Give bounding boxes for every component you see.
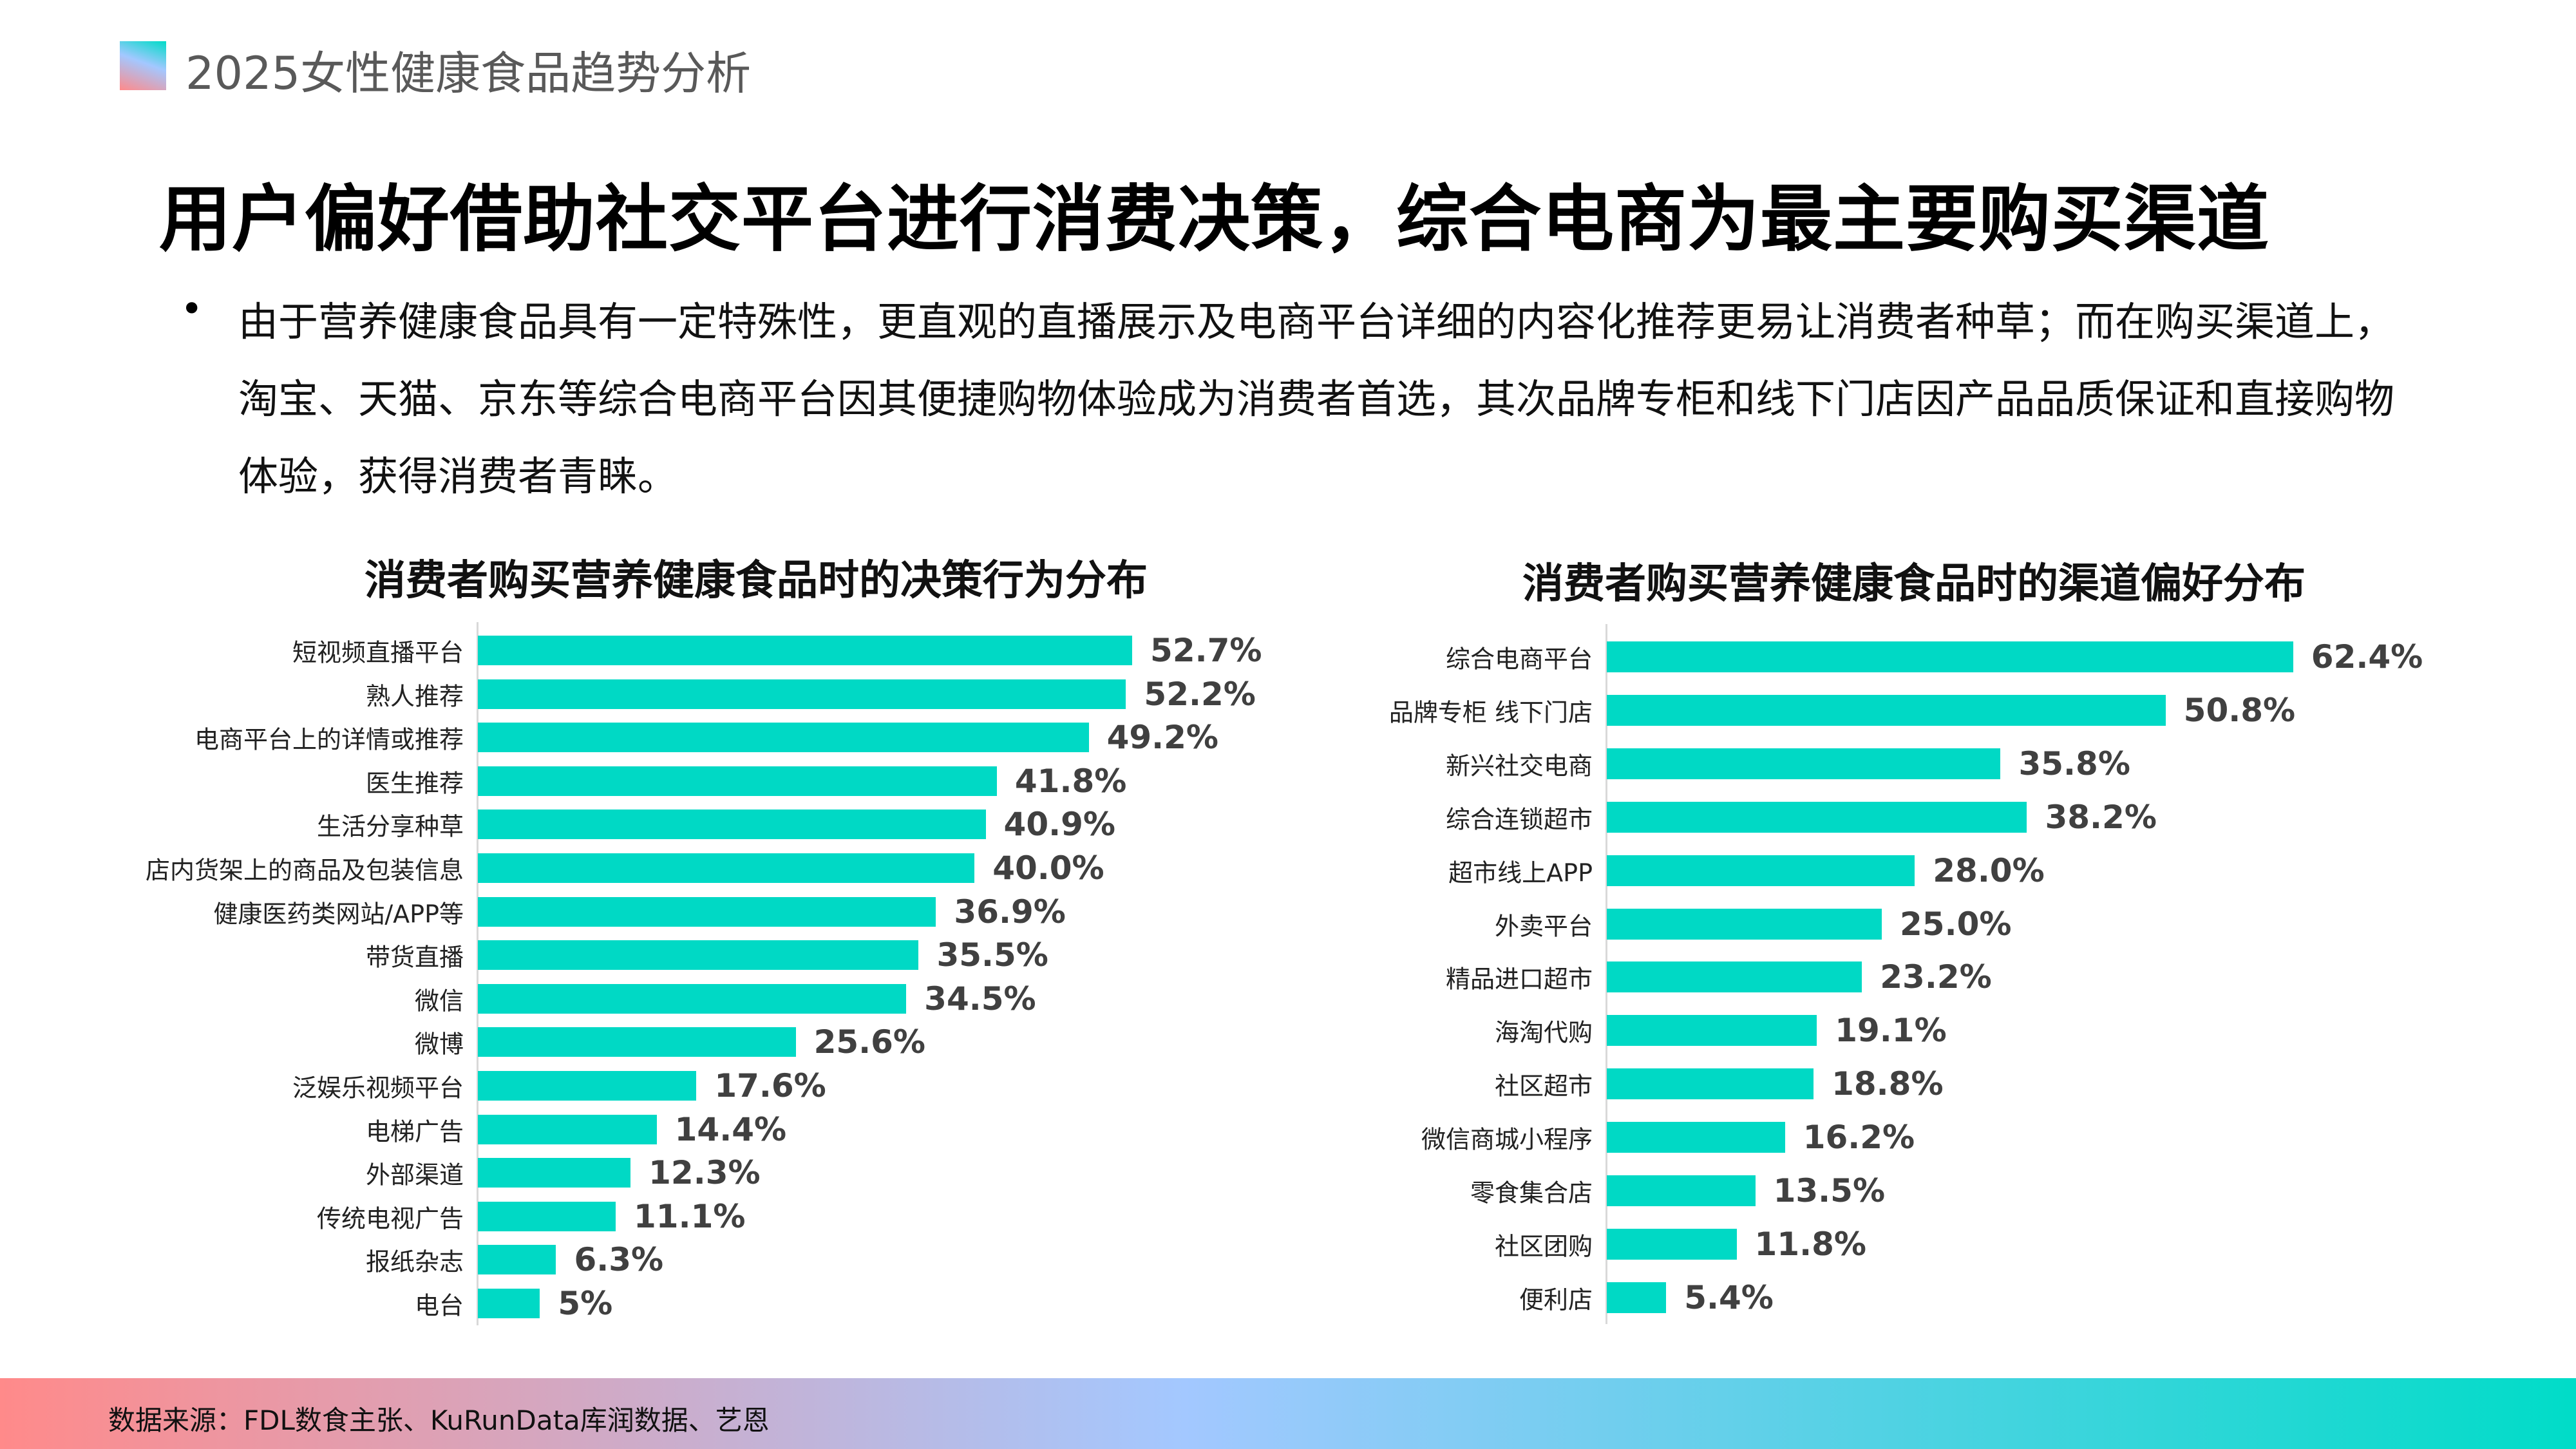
value-label: 25.6% [813,1023,926,1061]
category-label: 电商平台上的详情或推荐 [194,725,464,754]
value-label: 41.8% [1014,762,1127,800]
category-label: 外部渠道 [365,1160,464,1189]
category-label: 精品进口超市 [1445,965,1593,994]
value-label: 12.3% [649,1154,761,1192]
chart-title-decision: 消费者购买营养健康食品时的决策行为分布 [365,557,1148,605]
page-headline: 用户偏好借助社交平台进行消费决策，综合电商为最主要购买渠道 [159,178,2269,261]
category-label: 报纸杂志 [365,1247,464,1276]
bar [478,679,1126,709]
category-label: 传统电视广告 [316,1204,464,1233]
bar [1607,1122,1785,1153]
value-label: 28.0% [1933,851,2045,889]
bar [1607,908,1882,940]
value-label: 11.8% [1754,1225,1866,1263]
category-label: 超市线上APP [1448,858,1593,887]
category-label: 医生推荐 [365,769,464,798]
value-label: 23.2% [1880,958,1992,996]
bar [478,1201,616,1231]
value-label: 5% [558,1285,613,1322]
category-label: 带货直播 [365,943,464,972]
bar [478,810,986,840]
chart-title-channel: 消费者购买营养健康食品时的渠道偏好分布 [1522,560,2306,608]
report-title: 2025女性健康食品趋势分析 [185,47,752,100]
bar [478,1071,697,1101]
category-label: 电梯广告 [365,1117,464,1146]
value-label: 36.9% [954,893,1066,931]
footer-gradient-bar [0,1378,2576,1449]
bar [478,636,1133,665]
value-label: 25.0% [1900,905,2012,943]
category-label: 店内货架上的商品及包装信息 [145,856,464,885]
value-label: 40.9% [1003,806,1116,844]
bar [478,853,975,883]
category-label: 短视频直播平台 [292,638,464,667]
summary-paragraph: 由于营养健康食品具有一定特殊性，更直观的直播展示及电商平台详细的内容化推荐更易让… [238,298,2395,500]
category-label: 品牌专柜 线下门店 [1388,698,1593,727]
bar [1607,694,2166,726]
value-label: 16.2% [1803,1119,1915,1157]
value-label: 50.8% [2183,691,2296,729]
category-label: 健康医药类网站/APP等 [213,900,464,929]
value-label: 62.4% [2311,638,2423,676]
bar [478,1158,631,1188]
bar [1607,641,2293,672]
category-label: 微信商城小程序 [1421,1125,1593,1154]
category-label: 综合连锁超市 [1445,805,1593,834]
category-label: 熟人推荐 [365,682,464,711]
bar [1607,1015,1817,1046]
bar [1607,801,2027,833]
value-label: 34.5% [924,980,1036,1018]
bar [478,896,936,927]
category-label: 社区超市 [1494,1072,1593,1101]
bar [1607,1068,1814,1100]
category-label: 微信 [414,987,464,1016]
bar [478,1027,796,1057]
value-label: 52.7% [1150,632,1262,669]
value-label: 19.1% [1835,1012,1947,1050]
bar [478,983,907,1014]
value-label: 40.0% [992,849,1104,887]
bar [1607,1228,1737,1260]
axis-line [477,622,478,1325]
category-label: 海淘代购 [1494,1018,1593,1047]
bar [1607,748,2001,779]
bar [1607,961,1862,993]
category-label: 电台 [414,1291,464,1320]
axis-line [1605,623,1607,1325]
category-label: 生活分享种草 [316,812,464,841]
category-label: 便利店 [1519,1285,1593,1314]
bar [478,1289,540,1318]
bar [478,1114,657,1144]
category-label: 泛娱乐视频平台 [292,1074,464,1103]
value-label: 35.5% [936,936,1048,974]
value-label: 6.3% [574,1241,664,1279]
value-label: 17.6% [714,1067,826,1104]
bar [1607,1282,1667,1313]
value-label: 35.8% [2018,744,2130,782]
value-label: 11.1% [634,1197,746,1235]
value-label: 14.4% [674,1110,787,1148]
category-label: 新兴社交电商 [1445,752,1593,781]
category-label: 微博 [414,1030,464,1059]
value-label: 49.2% [1106,719,1219,757]
data-source: 数据来源：FDL数食主张、KuRunData库润数据、艺恩 [108,1405,770,1436]
category-label: 社区团购 [1494,1232,1593,1261]
value-label: 18.8% [1832,1065,1944,1103]
bar [1607,855,1915,886]
category-label: 外卖平台 [1494,912,1593,940]
value-label: 5.4% [1684,1278,1774,1316]
value-label: 52.2% [1144,675,1256,713]
bar [478,766,997,796]
category-label: 零食集合店 [1470,1179,1593,1208]
bar [478,723,1089,753]
value-label: 13.5% [1773,1172,1886,1209]
category-label: 综合电商平台 [1445,645,1593,674]
bullet-icon: • [180,287,204,332]
value-label: 38.2% [2045,798,2157,836]
bar [1607,1175,1756,1206]
logo-gradient-block [120,41,166,90]
bar [478,940,919,971]
bar [478,1245,556,1275]
